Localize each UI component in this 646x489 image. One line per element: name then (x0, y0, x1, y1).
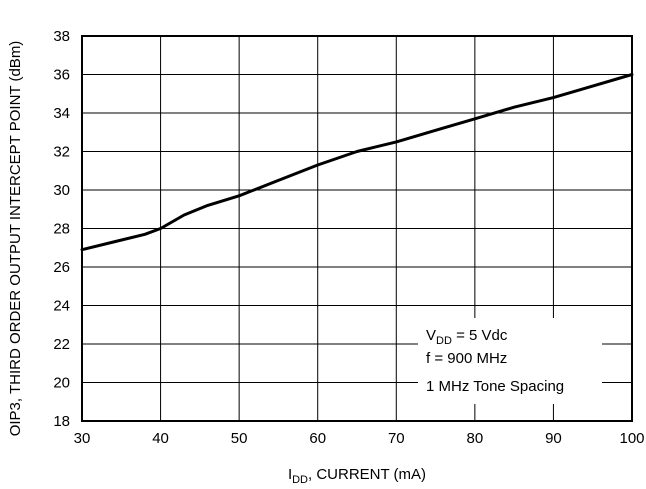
x-tick-label: 50 (231, 430, 248, 447)
y-tick-label: 24 (53, 298, 70, 315)
x-tick-label: 100 (619, 430, 644, 447)
y-tick-label: 22 (53, 336, 70, 353)
x-tick-label: 30 (74, 430, 91, 447)
x-axis-label: IDD, CURRENT (mA) (288, 466, 426, 486)
annotation-box (418, 318, 602, 404)
y-tick-label: 20 (53, 375, 70, 392)
x-tick-label: 70 (388, 430, 405, 447)
x-tick-label: 90 (545, 430, 562, 447)
annotation-tone-spacing: 1 MHz Tone Spacing (426, 378, 564, 395)
series-line (80, 73, 634, 252)
y-tick-label: 32 (53, 144, 70, 161)
x-tick-label: 60 (309, 430, 326, 447)
x-tick-label: 80 (467, 430, 484, 447)
annotation-background (418, 318, 602, 404)
y-axis-label: OIP3, THIRD ORDER OUTPUT INTERCEPT POINT… (7, 41, 24, 437)
plot-frame (81, 35, 633, 422)
annotation-supply-voltage: VDD = 5 Vdc (426, 327, 508, 347)
y-tick-label: 38 (53, 28, 70, 45)
y-tick-label: 28 (53, 221, 70, 238)
y-tick-labels: 18 20 22 24 26 28 30 32 34 36 38 (53, 28, 70, 430)
annotation-frequency: f = 900 MHz (426, 350, 507, 367)
y-tick-label: 36 (53, 67, 70, 84)
y-tick-label: 30 (53, 182, 70, 199)
y-tick-label: 18 (53, 413, 70, 430)
y-tick-label: 26 (53, 259, 70, 276)
series-layer (80, 73, 634, 252)
y-tick-label: 34 (53, 105, 70, 122)
x-tick-labels: 30 40 50 60 70 80 90 100 (74, 430, 645, 447)
x-tick-label: 40 (152, 430, 169, 447)
grid (81, 35, 633, 422)
